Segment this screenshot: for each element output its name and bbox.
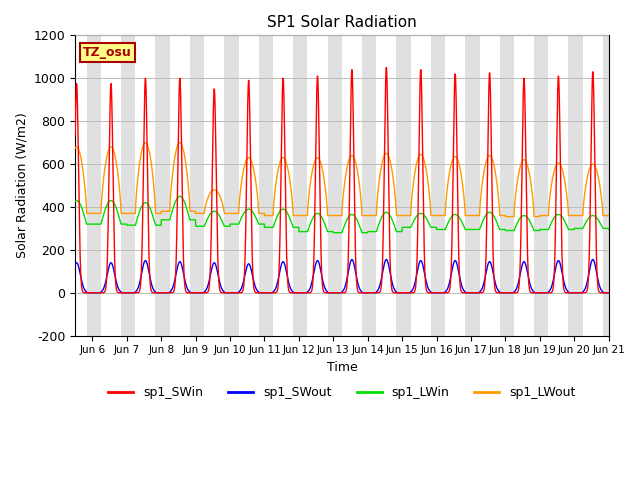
Bar: [396, 36, 402, 336]
Bar: [540, 36, 548, 336]
Bar: [534, 36, 540, 336]
Bar: [333, 36, 342, 336]
Bar: [411, 36, 431, 336]
Bar: [307, 36, 328, 336]
Bar: [514, 36, 534, 336]
Bar: [583, 36, 603, 336]
Bar: [376, 36, 396, 336]
Bar: [445, 36, 465, 336]
Bar: [136, 36, 156, 336]
Bar: [161, 36, 170, 336]
Bar: [368, 36, 376, 336]
Text: TZ_osu: TZ_osu: [83, 46, 132, 59]
Bar: [224, 36, 230, 336]
Bar: [328, 36, 333, 336]
Bar: [204, 36, 224, 336]
Bar: [637, 36, 640, 336]
Bar: [402, 36, 411, 336]
Bar: [299, 36, 307, 336]
Bar: [86, 36, 92, 336]
Title: SP1 Solar Radiation: SP1 Solar Radiation: [267, 15, 417, 30]
Bar: [603, 36, 609, 336]
Bar: [436, 36, 445, 336]
Bar: [500, 36, 506, 336]
Bar: [471, 36, 479, 336]
Bar: [465, 36, 471, 336]
X-axis label: Time: Time: [326, 361, 357, 374]
Bar: [67, 36, 86, 336]
Bar: [293, 36, 299, 336]
Bar: [230, 36, 239, 336]
Bar: [170, 36, 190, 336]
Bar: [617, 36, 637, 336]
Bar: [239, 36, 259, 336]
Bar: [127, 36, 136, 336]
Bar: [568, 36, 574, 336]
Bar: [190, 36, 196, 336]
Bar: [479, 36, 500, 336]
Bar: [156, 36, 161, 336]
Bar: [342, 36, 362, 336]
Bar: [92, 36, 101, 336]
Bar: [196, 36, 204, 336]
Bar: [259, 36, 264, 336]
Bar: [264, 36, 273, 336]
Bar: [548, 36, 568, 336]
Legend: sp1_SWin, sp1_SWout, sp1_LWin, sp1_LWout: sp1_SWin, sp1_SWout, sp1_LWin, sp1_LWout: [103, 382, 580, 405]
Bar: [431, 36, 436, 336]
Bar: [574, 36, 583, 336]
Bar: [58, 36, 67, 336]
Bar: [273, 36, 293, 336]
Bar: [121, 36, 127, 336]
Bar: [362, 36, 368, 336]
Bar: [506, 36, 514, 336]
Y-axis label: Solar Radiation (W/m2): Solar Radiation (W/m2): [15, 113, 28, 258]
Bar: [609, 36, 617, 336]
Bar: [101, 36, 121, 336]
